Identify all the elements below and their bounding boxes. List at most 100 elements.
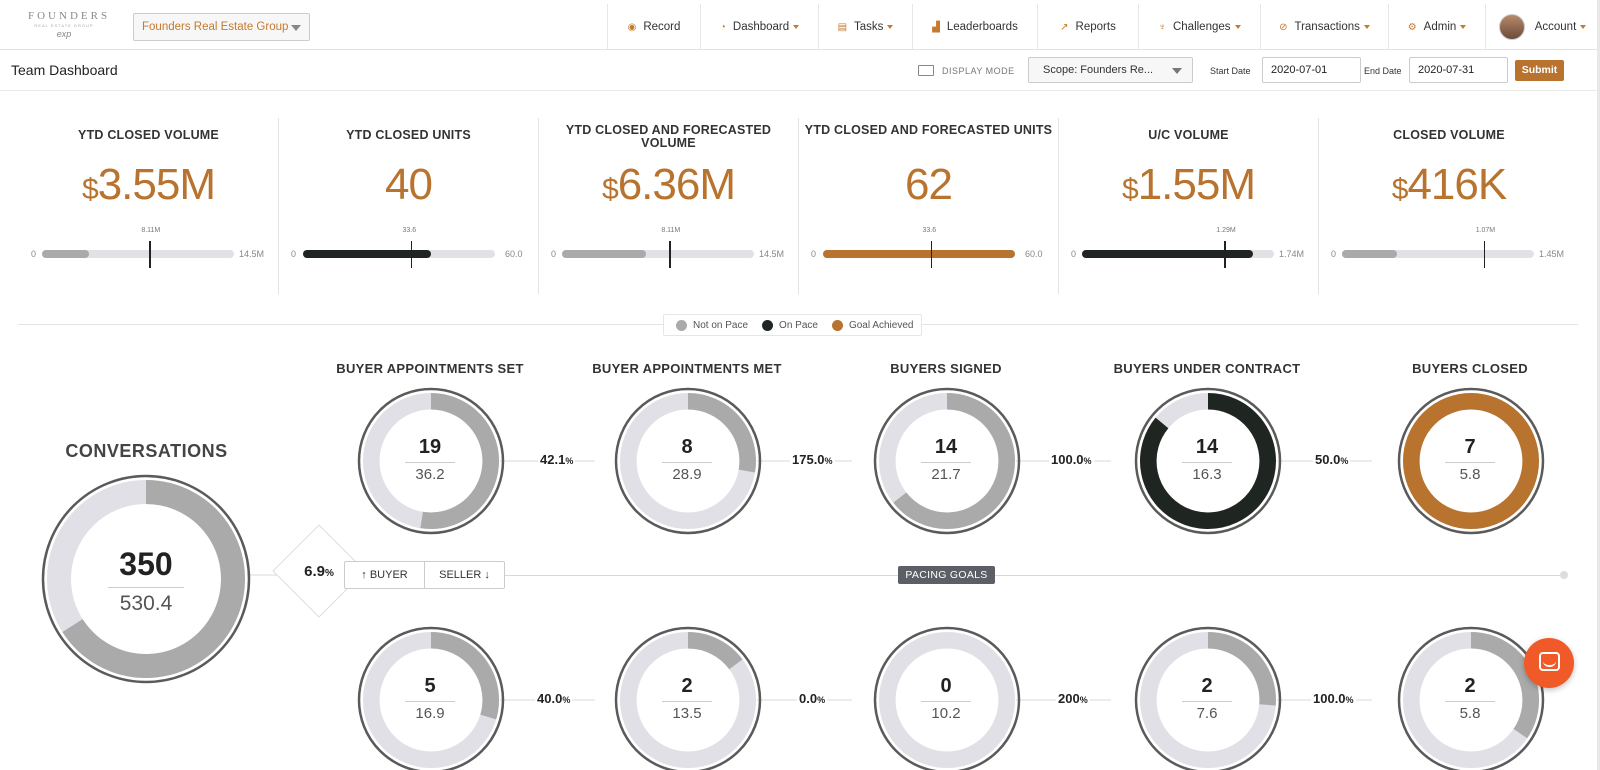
organization-select[interactable]: Founders Real Estate Group (133, 13, 310, 41)
dollar-sign: $ (602, 173, 619, 206)
kpi-progress-fill (1342, 250, 1398, 258)
kpi-card: YTD CLOSED VOLUME $3.55M 0 14.5M 8.11M (19, 118, 279, 294)
gauge-actual: 7 (1464, 436, 1476, 458)
nav-record[interactable]: ◉ Record (607, 4, 700, 50)
gauge-text: 8 28.9 (647, 436, 727, 483)
transactions-icon: ⊘ (1279, 21, 1288, 33)
nav-label: Admin (1423, 21, 1457, 33)
avatar (1498, 14, 1525, 40)
kpi-goal-tick (410, 241, 413, 268)
kpi-label: CLOSED VOLUME (1393, 128, 1505, 142)
conversations-label: CONVERSATIONS (65, 441, 228, 461)
conversion-value: 100.0 (1313, 691, 1346, 706)
conversion-value: 42.1 (540, 452, 566, 467)
conversation-rate: 6.9% (304, 563, 334, 580)
not-on-pace-dot (676, 319, 687, 331)
gauge-divider (921, 462, 971, 463)
organization-select-value: Founders Real Estate Group (142, 21, 289, 33)
start-date-input[interactable]: 2020-07-01 (1262, 57, 1361, 83)
kpi-bar-min: 0 (1331, 249, 1337, 259)
dollar-sign: $ (1391, 173, 1409, 206)
conversion-value: 50.0 (1315, 452, 1341, 467)
gauge-text: 0 10.2 (906, 675, 986, 722)
kpi-goal-label: 1.07M (1475, 227, 1496, 234)
conversion-value: 40.0 (537, 691, 563, 706)
kpi-label: U/C VOLUME (1148, 128, 1229, 142)
chat-smile-icon (1543, 661, 1556, 667)
gauge-fill (687, 632, 743, 670)
kpi-value: 40 (279, 160, 538, 210)
gauge-goal: 16.9 (415, 705, 445, 722)
nav-dashboard[interactable]: ◔ Dashboard (700, 4, 818, 50)
kpi-progress-fill (562, 250, 647, 258)
kpi-label: YTD CLOSED AND FORECASTED UNITS (804, 123, 1053, 137)
nav-label: Leaderboards (946, 21, 1018, 33)
end-date-label: End Date (1364, 66, 1402, 76)
gauge-actual: 0 (940, 675, 952, 697)
nav-tasks[interactable]: ▤ Tasks (818, 4, 912, 50)
gauge-goal: 16.3 (1192, 466, 1222, 483)
kpi-bar-max: 1.74M (1279, 249, 1305, 259)
logo-subtext: REAL ESTATE GROUP (34, 23, 94, 28)
leaderboards-icon: ▟ (932, 21, 940, 33)
gauge-text: 7 5.8 (1430, 436, 1510, 483)
kpi-goal-tick (1224, 241, 1226, 268)
gauge-text: 5 16.9 (390, 675, 470, 722)
conversion-value: 200 (1058, 691, 1080, 706)
seller-toggle-button[interactable]: SELLER ↓ (439, 569, 490, 581)
kpi-card: YTD CLOSED AND FORECASTED VOLUME $6.36M … (539, 118, 799, 294)
dashboard-toolbar: Team Dashboard DISPLAY MODE Scope: Found… (0, 51, 1600, 91)
scrollbar[interactable] (1597, 0, 1600, 770)
nav-transactions[interactable]: ⊘ Transactions (1260, 4, 1388, 50)
conversations-gauge-text: 350 530.4 (86, 546, 206, 616)
kpi-goal-label: 1.29M (1216, 227, 1236, 234)
dollar-sign: $ (1122, 173, 1139, 206)
nav-reports[interactable]: ↗ Reports (1037, 4, 1138, 50)
gauge-text: 19 36.2 (390, 436, 470, 483)
kpi-bar-max: 60.0 (1025, 249, 1043, 259)
kpi-card: YTD CLOSED UNITS 40 0 60.0 33.6 (279, 118, 539, 294)
kpi-value-text: 6.36M (617, 160, 736, 209)
kpi-value: $6.36M (539, 160, 798, 210)
gauge-text: 2 7.6 (1167, 675, 1247, 722)
gauge-goal: 5.8 (1459, 705, 1481, 722)
submit-button[interactable]: Submit (1515, 60, 1564, 81)
display-mode-button[interactable]: DISPLAY MODE (918, 65, 1015, 76)
scope-select[interactable]: Scope: Founders Re... (1028, 57, 1193, 83)
logo-exp: exp (56, 29, 72, 39)
kpi-progress-bar (303, 241, 495, 268)
company-logo[interactable]: FOUNDERS REAL ESTATE GROUP exp (28, 10, 107, 44)
nav-account[interactable]: Account (1485, 4, 1600, 50)
gauge-actual: 350 (119, 546, 173, 582)
on-pace-dot (762, 319, 774, 331)
kpi-progress-fill (823, 250, 1015, 258)
kpi-bar-max: 1.45M (1539, 249, 1565, 259)
kpi-progress-bar (823, 241, 1015, 268)
gauge-goal: 7.6 (1196, 705, 1218, 722)
nav-label: Dashboard (732, 21, 790, 33)
gauge-divider (108, 587, 184, 588)
chat-launcher-button[interactable] (1524, 638, 1574, 688)
nav-challenges[interactable]: ♆ Challenges (1138, 4, 1260, 50)
buyer-toggle-button[interactable]: ↑ BUYER (345, 562, 425, 588)
nav-admin[interactable]: ⚙ Admin (1388, 4, 1485, 50)
kpi-label: YTD CLOSED UNITS (346, 128, 471, 142)
kpi-value-text: 40 (385, 160, 433, 209)
buyer-seller-toggle: ↑ BUYER SELLER ↓ (344, 561, 505, 589)
page-title: Team Dashboard (11, 62, 118, 78)
kpi-bar-max: 60.0 (505, 249, 523, 259)
kpi-progress-bar (562, 241, 754, 268)
stage-label: BUYER APPOINTMENTS SET (336, 361, 524, 376)
chevron-down-icon (1234, 25, 1241, 29)
gauge-divider (662, 462, 712, 463)
kpi-bar-max: 14.5M (239, 249, 265, 259)
conversion-value: 0.0 (799, 691, 818, 706)
nav-label: Account (1534, 21, 1577, 33)
end-date-input[interactable]: 2020-07-31 (1409, 57, 1508, 83)
nav-label: Record (643, 21, 681, 33)
gauge-actual: 14 (934, 436, 958, 458)
nav-label: Tasks (854, 21, 884, 33)
gauge-actual: 2 (681, 675, 693, 697)
nav-leaderboards[interactable]: ▟ Leaderboards (912, 4, 1037, 50)
gauge-divider (1182, 462, 1232, 463)
